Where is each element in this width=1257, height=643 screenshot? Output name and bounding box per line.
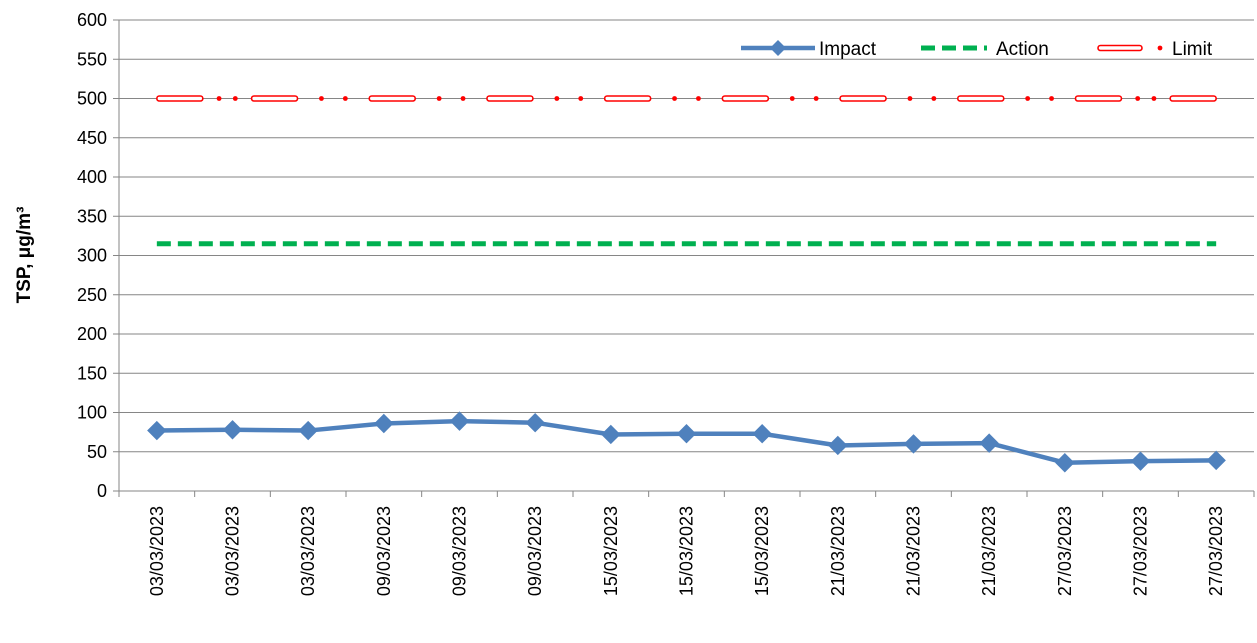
legend-swatch: [1097, 44, 1143, 52]
limit-dash: [839, 95, 887, 102]
limit-dot: [460, 96, 466, 101]
impact-point: [1055, 453, 1075, 473]
impact-point: [979, 433, 999, 453]
limit-dash: [368, 95, 417, 102]
series: [147, 95, 1226, 473]
x-tick-label: 15/03/2023: [752, 506, 772, 596]
axes: 0 50 100 150 200 250 300 350 400 450 500 550 600 03/0…: [77, 10, 1255, 596]
impact-point: [449, 411, 470, 431]
x-tick-label: 09/03/2023: [525, 506, 545, 596]
y-tick-label: 150: [77, 363, 107, 383]
limit-dot: [1151, 96, 1157, 101]
y-tick-label: 450: [77, 128, 107, 148]
y-tick-label: 100: [77, 403, 107, 423]
x-tick-label: 27/03/2023: [1055, 506, 1075, 596]
x-tick-label: 03/03/2023: [147, 506, 167, 596]
x-tick-label: 03/03/2023: [223, 506, 243, 596]
y-axis-title: TSP, μg/m³: [14, 207, 35, 304]
impact-point: [752, 423, 772, 444]
x-tick-label: 27/03/2023: [1131, 506, 1151, 596]
impact-point: [1206, 450, 1226, 471]
impact-point: [828, 435, 848, 456]
legend: Impact Action Limit: [741, 39, 1213, 60]
x-tick-label: 15/03/2023: [677, 506, 697, 596]
y-tick-label: 200: [77, 324, 107, 344]
x-tick-label: 15/03/2023: [601, 506, 621, 596]
x-tick-label: 09/03/2023: [450, 506, 470, 596]
y-tick-label: 400: [77, 167, 107, 187]
series-limit: [156, 95, 1217, 102]
limit-dash: [250, 95, 299, 102]
limit-dot: [436, 96, 442, 101]
limit-dot: [1135, 96, 1141, 101]
legend-item-impact: Impact: [741, 39, 877, 60]
impact-point: [222, 420, 243, 440]
impact-point: [1130, 451, 1151, 471]
impact-point: [374, 413, 394, 434]
impact-point: [676, 423, 697, 444]
limit-dash: [1169, 95, 1217, 102]
impact-point: [147, 420, 167, 441]
limit-dot: [578, 96, 584, 101]
limit-dot: [931, 96, 937, 101]
limit-dot: [319, 96, 324, 101]
legend-dot: [1157, 45, 1163, 51]
limit-dot: [216, 96, 222, 101]
y-tick-label: 0: [97, 481, 107, 501]
y-tick-label: 600: [77, 10, 107, 30]
x-tick-label: 21/03/2023: [828, 506, 848, 596]
limit-dash: [1074, 95, 1123, 102]
x-tick-label: 03/03/2023: [298, 506, 318, 596]
legend-marker: [770, 40, 786, 56]
impact-point: [525, 412, 545, 433]
legend-label: Limit: [1172, 39, 1213, 60]
x-tick-label: 09/03/2023: [374, 506, 394, 596]
y-tick-label: 300: [77, 246, 107, 266]
limit-dash: [956, 95, 1005, 102]
limit-dash: [486, 95, 534, 102]
limit-dot: [696, 96, 701, 101]
limit-dash: [721, 95, 770, 102]
limit-dot: [342, 96, 348, 101]
series-impact: [147, 411, 1226, 473]
limit-dot: [813, 96, 819, 101]
limit-dot: [1025, 96, 1031, 101]
y-tick-label: 250: [77, 285, 107, 305]
legend-item-action: Action: [921, 39, 1049, 60]
limit-dot: [554, 96, 560, 101]
legend-label: Impact: [819, 39, 877, 60]
limit-dot: [907, 96, 913, 101]
legend-label: Action: [996, 39, 1049, 60]
impact-point: [903, 434, 924, 454]
limit-dot: [1049, 96, 1054, 101]
x-tick-label: 27/03/2023: [1206, 506, 1226, 596]
legend-item-limit: Limit: [1097, 39, 1213, 60]
limit-dot: [672, 96, 677, 101]
limit-dot: [789, 96, 795, 101]
y-tick-label: 550: [77, 49, 107, 69]
limit-dash: [603, 95, 652, 102]
y-tick-label: 350: [77, 206, 107, 226]
limit-dash: [156, 95, 204, 102]
impact-point: [601, 424, 621, 445]
y-tick-label: 500: [77, 89, 107, 109]
impact-point: [298, 420, 318, 441]
gridlines: [119, 19, 1254, 453]
x-tick-label: 21/03/2023: [979, 506, 999, 596]
x-tick-label: 21/03/2023: [904, 506, 924, 596]
y-tick-label: 50: [87, 442, 107, 462]
limit-dot: [232, 96, 238, 101]
